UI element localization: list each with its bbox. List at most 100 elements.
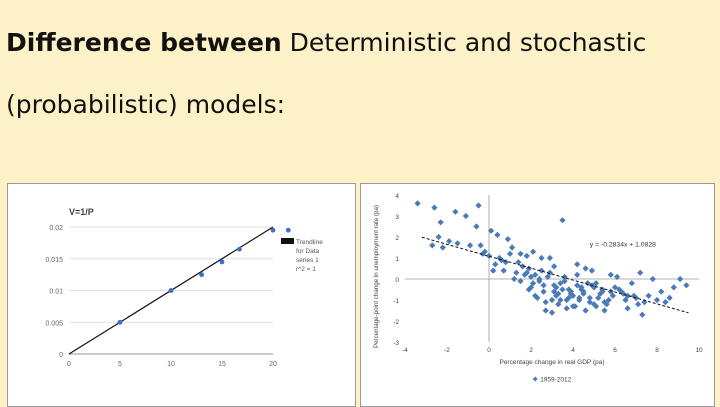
data-point <box>414 200 421 207</box>
data-point <box>582 307 589 314</box>
data-point <box>511 275 518 283</box>
stochastic-chart: -3 -2 -1 0 1 2 3 4 -4 -2 0 2 4 6 8 10 Percentage change … <box>373 193 703 384</box>
data-point <box>574 261 581 268</box>
y-tick-label: -1 <box>393 298 399 305</box>
data-point <box>454 240 461 247</box>
y-tick-label: 0.005 <box>45 320 63 327</box>
x-tick-label: 20 <box>269 361 277 368</box>
data-point <box>525 286 532 293</box>
data-point <box>641 299 648 306</box>
y-tick-label: -2 <box>393 319 399 326</box>
x-tick-label: 10 <box>695 347 703 354</box>
y-tick-label: 0.015 <box>45 257 63 264</box>
data-point <box>628 280 635 287</box>
data-point <box>500 267 507 274</box>
data-point <box>580 290 587 297</box>
data-point <box>557 296 564 304</box>
data-point <box>429 242 436 249</box>
data-point <box>630 292 637 299</box>
data-point <box>542 299 549 306</box>
data-point <box>548 309 556 316</box>
stochastic-chart-panel: -3 -2 -1 0 1 2 3 4 -4 -2 0 2 4 6 8 10 Percentage change … <box>360 183 715 407</box>
data-point <box>620 290 627 297</box>
data-point <box>117 319 123 325</box>
y-tick-label: 0 <box>395 277 399 284</box>
data-point <box>666 294 673 301</box>
legend-swatch <box>281 238 294 244</box>
data-point <box>475 202 482 209</box>
data-point <box>542 307 549 314</box>
data-point <box>540 288 547 295</box>
data-point <box>574 271 581 278</box>
y-axis-label: Percentage-point change in unemployment … <box>373 205 380 348</box>
x-tick-label: 5 <box>118 361 122 368</box>
data-point <box>506 250 514 257</box>
data-point <box>662 299 669 306</box>
data-point <box>569 303 577 310</box>
data-point <box>588 267 595 274</box>
data-point <box>439 244 446 251</box>
data-point <box>199 272 205 278</box>
slide-title-line-1: Difference between Deterministic and sto… <box>6 28 646 57</box>
data-point <box>513 269 520 276</box>
legend-label: for Data <box>296 248 320 255</box>
data-point <box>563 305 570 312</box>
data-point <box>616 286 623 293</box>
data-point <box>582 265 589 272</box>
data-point <box>236 246 242 252</box>
legend-label: 1959-2012 <box>540 377 571 384</box>
legend-label: Trendline <box>296 239 323 246</box>
data-point <box>607 271 614 278</box>
x-tick-label: 8 <box>655 347 659 354</box>
chart-title: V=1/P <box>69 207 94 217</box>
data-point <box>565 286 572 293</box>
y-tick-label: 0.01 <box>49 289 63 296</box>
trendline-equation: y = -0.2834x + 1.0828 <box>590 241 656 248</box>
x-tick-label: -4 <box>402 347 408 354</box>
data-point <box>477 242 484 249</box>
data-point <box>525 265 532 272</box>
data-point <box>431 204 438 211</box>
x-axis-label: Percentage change in real GDP (pa) <box>499 359 604 366</box>
y-tick-label: 0 <box>59 352 63 359</box>
data-point <box>530 248 537 255</box>
slide-title-line-2: (probabilistic) models: <box>6 90 286 119</box>
data-point <box>523 252 530 259</box>
data-point <box>624 305 631 312</box>
data-point <box>473 223 480 230</box>
data-point <box>168 288 174 293</box>
x-tick-label: 10 <box>167 361 175 368</box>
data-point <box>658 288 665 295</box>
x-tick-label: 2 <box>529 347 533 354</box>
data-point <box>601 307 608 314</box>
data-point <box>490 267 497 274</box>
legend-marker <box>532 376 538 382</box>
data-point <box>536 275 543 283</box>
data-point <box>624 292 631 299</box>
data-point <box>653 296 661 304</box>
x-tick-label: 4 <box>571 347 575 354</box>
data-point <box>270 227 276 233</box>
data-point <box>677 275 684 283</box>
x-tick-label: 15 <box>218 361 226 368</box>
deterministic-chart-panel: 0 0.005 0.01 0.015 0.02 0 5 10 15 20 V=1/P Trendlin… <box>7 183 356 407</box>
data-point <box>538 254 545 262</box>
data-point <box>496 254 503 262</box>
x-tick-label: 0 <box>487 347 491 354</box>
data-point <box>559 286 566 293</box>
y-tick-label: 1 <box>395 256 399 263</box>
data-point <box>639 311 646 318</box>
data-point <box>435 233 442 241</box>
data-point <box>219 259 225 265</box>
data-point <box>452 208 459 215</box>
trendline <box>421 236 689 314</box>
data-point <box>462 212 469 220</box>
data-point <box>467 242 474 249</box>
x-tick-label: 6 <box>613 347 617 354</box>
y-tick-label: -3 <box>393 340 399 347</box>
x-tick-label: 0 <box>67 361 71 368</box>
data-point <box>670 284 677 291</box>
data-point <box>683 282 690 289</box>
data-point <box>559 217 566 224</box>
y-tick-label: 2 <box>395 235 399 242</box>
